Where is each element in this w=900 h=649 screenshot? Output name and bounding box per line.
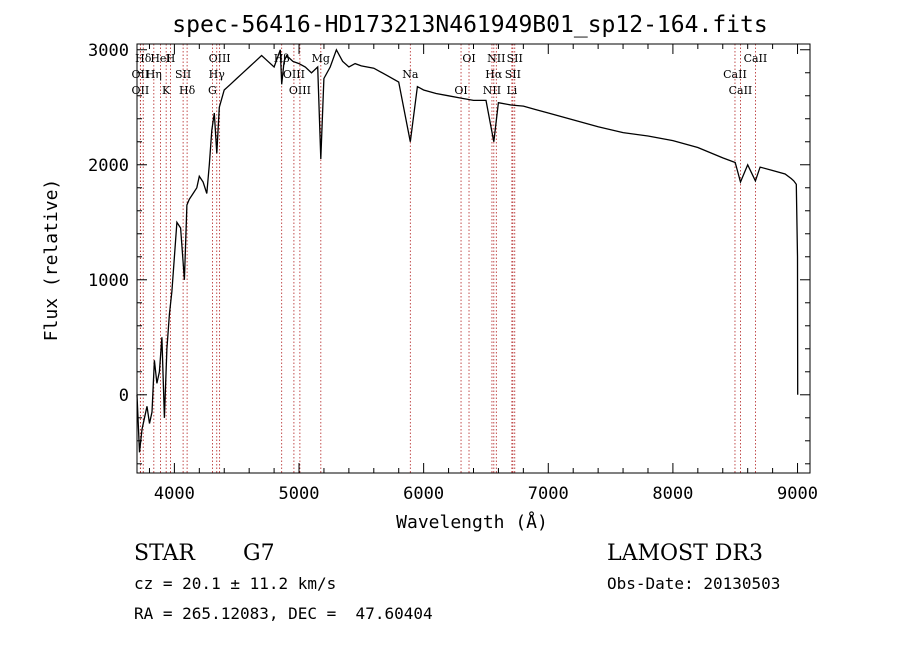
line-marker-label: HeI (150, 52, 170, 65)
coordinates: RA = 265.12083, DEC = 47.60404 (134, 604, 433, 623)
line-marker-label: OII (132, 68, 150, 81)
line-marker-label: H (166, 52, 176, 65)
line-marker-label: CaII (723, 68, 747, 81)
survey-name: LAMOST DR3 (607, 541, 763, 566)
line-marker-label: Hδ (135, 52, 152, 65)
line-marker-label: OI (454, 84, 467, 97)
x-tick-label: 8000 (652, 484, 693, 504)
chart-title: spec-56416-HD173213N461949B01_sp12-164.f… (172, 12, 767, 38)
y-tick-label: 2000 (88, 156, 129, 176)
y-tick-label: 3000 (88, 41, 129, 61)
line-marker-label: OII (132, 84, 150, 97)
line-marker-label: CaII (729, 84, 753, 97)
x-tick-label: 6000 (403, 484, 444, 504)
line-marker-label: Mg (312, 52, 330, 65)
line-marker-label: G (208, 84, 217, 97)
line-marker-label: OI (462, 52, 475, 65)
line-marker-label: OIII (283, 68, 305, 81)
x-tick-label: 5000 (279, 484, 320, 504)
line-markers (139, 44, 756, 473)
y-axis-ticks: 0 1000 2000 3000 (88, 41, 810, 465)
x-tick-label: 9000 (777, 484, 818, 504)
redshift-text: cz = 20.1 ± 11.2 km/s (134, 574, 336, 593)
x-tick-label: 4000 (154, 484, 195, 504)
y-axis-label: Flux (relative) (41, 179, 62, 342)
line-marker-label: SII (175, 68, 191, 81)
line-marker-label: SII (505, 68, 521, 81)
line-marker-label: K (162, 84, 171, 97)
x-tick-label: 7000 (528, 484, 569, 504)
y-tick-label: 1000 (88, 271, 129, 291)
line-marker-label: Hδ (179, 84, 196, 97)
line-marker-label: NII (483, 84, 501, 97)
spectrum-line (136, 48, 799, 453)
x-axis-label: Wavelength (Å) (396, 511, 548, 533)
line-marker-label: CaII (744, 52, 768, 65)
line-marker-label: Hα (485, 68, 503, 81)
line-marker-label: Na (402, 68, 419, 81)
line-marker-label: Hγ (209, 68, 226, 81)
line-marker-label: Li (506, 84, 517, 97)
line-marker-label: SII (507, 52, 523, 65)
line-marker-label: OIII (209, 52, 231, 65)
line-marker-labels: HδOIIOIIHeIHηKHSIIHδOIIIHγGHβOIIIOIIIMgN… (132, 52, 768, 97)
y-tick-label: 0 (119, 386, 129, 406)
line-marker-label: NII (487, 52, 505, 65)
object-class: STAR (134, 541, 196, 566)
object-subclass: G7 (243, 541, 275, 566)
plot-frame (136, 43, 811, 474)
line-marker-label: Hη (146, 68, 162, 81)
x-axis-ticks: 4000 5000 6000 7000 8000 9000 (148, 44, 818, 504)
line-marker-label: OIII (289, 84, 311, 97)
obs-date: Obs-Date: 20130503 (607, 574, 780, 593)
